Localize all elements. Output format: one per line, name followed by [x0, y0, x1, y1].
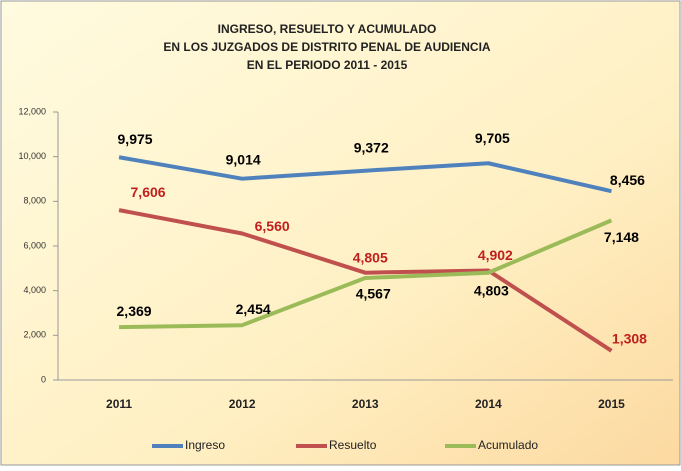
y-tick-label: 0: [41, 374, 46, 384]
title: INGRESO, RESUELTO Y ACUMULADO EN LOS JUZG…: [163, 22, 490, 72]
chart-title-line: INGRESO, RESUELTO Y ACUMULADO: [218, 22, 437, 36]
data-label: 2,369: [117, 303, 152, 319]
data-label: 4,902: [478, 247, 513, 263]
chart-title-line: EN EL PERIODO 2011 - 2015: [247, 58, 408, 72]
series-line: [118, 208, 613, 353]
data-label: 8,456: [610, 172, 645, 188]
y-tick-label: 12,000: [18, 106, 46, 116]
data-label: 9,014: [226, 151, 261, 167]
data-label: 6,560: [255, 218, 290, 234]
y-tick-label: 6,000: [23, 240, 46, 250]
y-tick-label: 2,000: [23, 330, 46, 340]
data-label: 9,705: [475, 130, 510, 146]
x-tick-label: 2013: [352, 397, 379, 411]
data-label: 9,975: [118, 131, 153, 147]
y-tick-label: 10,000: [18, 151, 46, 161]
data-label: 7,606: [131, 184, 166, 200]
y-tick-label: 4,000: [23, 285, 46, 295]
chart-title-line: EN LOS JUZGADOS DE DISTRITO PENAL DE AUD…: [163, 40, 490, 54]
x-tick-label: 2011: [106, 397, 132, 411]
x-tick-label: 2012: [229, 397, 256, 411]
data-label: 1,308: [612, 330, 647, 346]
data-label: 4,567: [356, 286, 391, 302]
data-label: 2,454: [236, 301, 271, 317]
y-tick-label: 8,000: [23, 196, 46, 206]
data-label: 9,372: [354, 139, 389, 155]
x-tick-label: 2015: [598, 397, 625, 411]
series-line: [118, 155, 612, 194]
legend-label: Resuelto: [329, 438, 377, 452]
legend-label: Ingreso: [185, 438, 225, 452]
data-label: 7,148: [604, 229, 639, 245]
series-line: [119, 218, 613, 330]
data-label: 4,805: [353, 249, 388, 265]
data-label: 4,803: [474, 282, 509, 298]
x-tick-label: 2014: [475, 397, 502, 411]
legend-label: Acumulado: [478, 438, 538, 452]
